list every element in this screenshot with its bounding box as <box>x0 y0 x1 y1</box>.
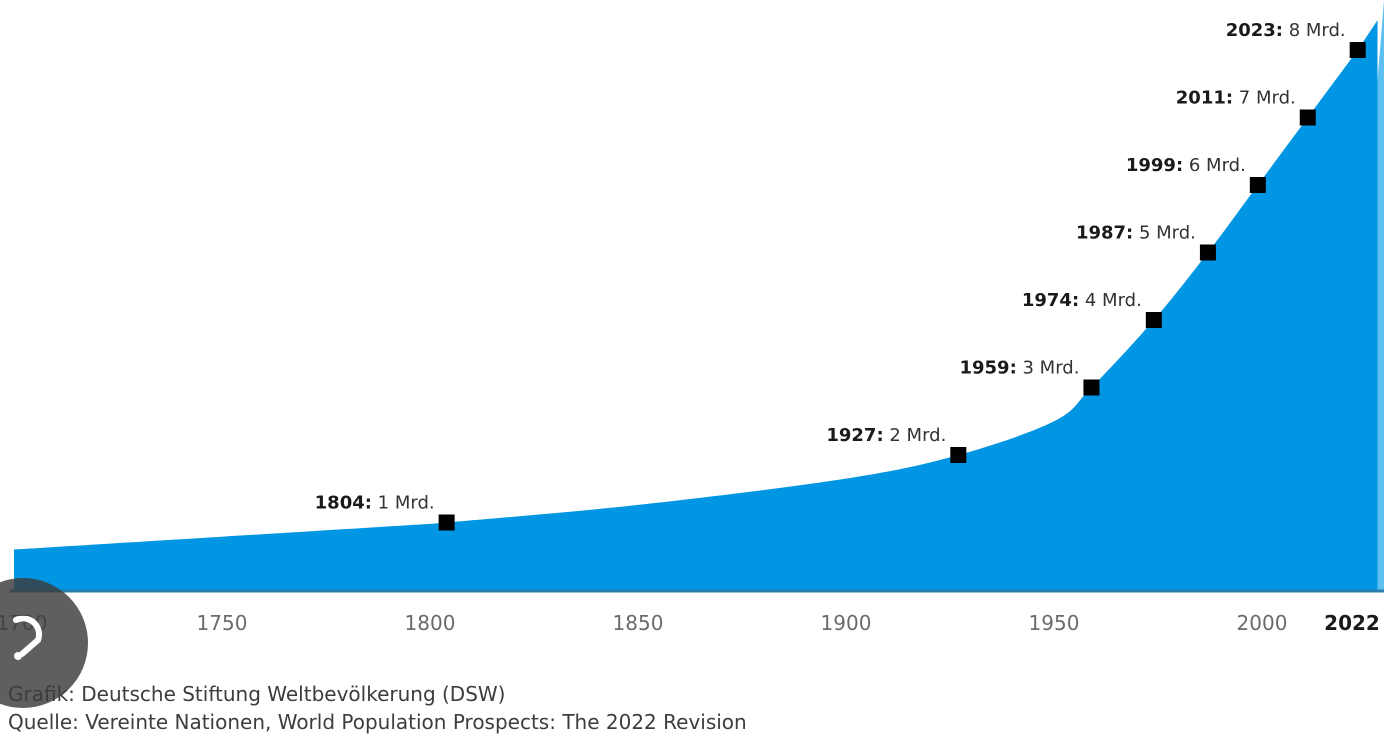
milestone-label: 1974: 4 Mrd. <box>1022 290 1142 311</box>
milestone-value: 5 Mrd. <box>1133 223 1196 244</box>
milestone-year: 2023: <box>1226 20 1283 41</box>
milestone-value: 2 Mrd. <box>884 425 947 446</box>
source-data-credit: Quelle: Vereinte Nationen, World Populat… <box>8 710 747 734</box>
milestone-label: 2023: 8 Mrd. <box>1226 20 1346 41</box>
x-tick-label: 1850 <box>613 611 664 635</box>
milestone-label: 1999: 6 Mrd. <box>1126 155 1246 176</box>
lens-search-icon <box>13 616 43 660</box>
projection-band <box>1377 0 1384 590</box>
x-tick-label: 1750 <box>197 611 248 635</box>
milestone-year: 2011: <box>1176 88 1233 109</box>
milestone-marker <box>1299 109 1316 126</box>
milestone-year: 1974: <box>1022 290 1079 311</box>
milestone-value: 8 Mrd. <box>1283 20 1346 41</box>
milestone-marker <box>438 514 455 531</box>
x-tick-label-highlight: 2022 <box>1324 611 1380 635</box>
milestone-label: 1804: 1 Mrd. <box>315 493 435 514</box>
milestone-year: 1927: <box>826 425 883 446</box>
milestone-year: 1987: <box>1076 223 1133 244</box>
milestone-value: 7 Mrd. <box>1233 88 1296 109</box>
milestone-label: 1959: 3 Mrd. <box>959 358 1079 379</box>
milestone-marker <box>950 447 967 463</box>
area-layer <box>14 0 1384 590</box>
milestone-label: 1987: 5 Mrd. <box>1076 223 1196 244</box>
milestone-marker <box>1249 177 1266 193</box>
x-tick-label: 1900 <box>821 611 872 635</box>
population-area <box>14 20 1378 590</box>
milestone-markers: 1804: 1 Mrd. 1927: 2 Mrd. 1959: 3 Mrd. 1974… <box>315 20 1366 531</box>
milestone-year: 1999: <box>1126 155 1183 176</box>
milestone-year: 1804: <box>315 493 372 514</box>
milestone-label: 2011: 7 Mrd. <box>1176 88 1296 109</box>
milestone-marker <box>1199 244 1216 261</box>
milestone-marker <box>1349 42 1366 58</box>
milestone-value: 3 Mrd. <box>1017 358 1080 379</box>
x-tick-label: 1950 <box>1029 611 1080 635</box>
source-graphic-credit: Grafik: Deutsche Stiftung Weltbevölkerun… <box>8 682 506 706</box>
milestone-value: 6 Mrd. <box>1183 155 1246 176</box>
milestone-value: 1 Mrd. <box>372 493 435 514</box>
milestone-marker <box>1083 379 1100 396</box>
milestone-value: 4 Mrd. <box>1079 290 1142 311</box>
milestone-marker <box>1145 312 1162 328</box>
milestone-label: 1927: 2 Mrd. <box>826 425 946 446</box>
x-tick-label: 2000 <box>1237 611 1288 635</box>
x-tick-label: 1800 <box>405 611 456 635</box>
milestone-year: 1959: <box>959 358 1016 379</box>
x-axis-ticks: 17501800185019001950200017002022 <box>0 611 1380 635</box>
